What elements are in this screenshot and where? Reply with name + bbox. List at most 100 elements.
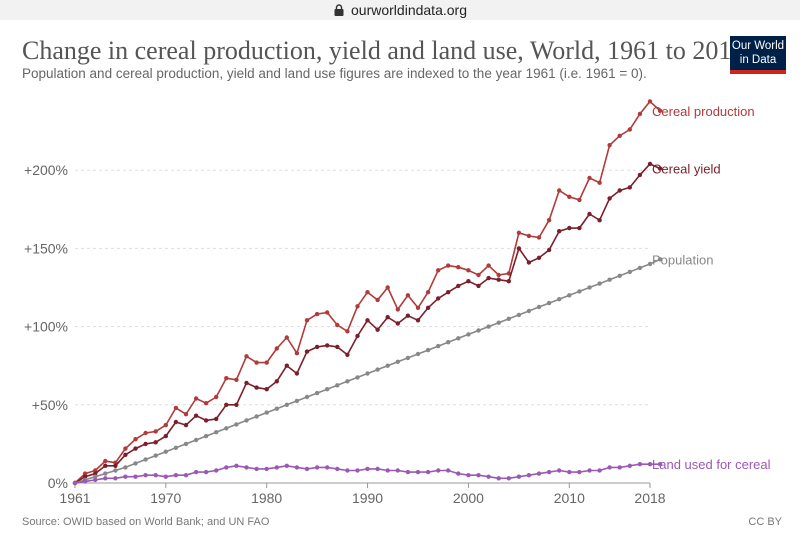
data-point-land-used-for-cereal[interactable]	[103, 476, 108, 481]
data-point-cereal-yield[interactable]	[577, 225, 582, 231]
data-point-cereal-production[interactable]	[546, 218, 552, 223]
data-point-land-used-for-cereal[interactable]	[355, 468, 360, 473]
data-point-population[interactable]	[587, 285, 592, 290]
data-point-cereal-yield[interactable]	[103, 463, 108, 468]
series-label-cereal-production[interactable]: Cereal production	[652, 104, 755, 119]
data-point-cereal-yield[interactable]	[456, 283, 461, 289]
data-point-population[interactable]	[365, 371, 370, 376]
data-point-land-used-for-cereal[interactable]	[335, 466, 340, 472]
data-point-cereal-production[interactable]	[284, 335, 289, 340]
data-point-land-used-for-cereal[interactable]	[657, 462, 663, 467]
data-point-land-used-for-cereal[interactable]	[607, 465, 612, 470]
data-point-population[interactable]	[355, 375, 360, 380]
data-point-population[interactable]	[123, 465, 128, 470]
data-point-cereal-yield[interactable]	[294, 371, 300, 376]
data-point-cereal-production[interactable]	[637, 111, 643, 117]
data-point-population[interactable]	[113, 468, 118, 473]
data-point-population[interactable]	[143, 457, 148, 462]
series-line-cereal-yield[interactable]	[74, 163, 661, 484]
license-link[interactable]: CC BY	[748, 516, 782, 528]
data-point-land-used-for-cereal[interactable]	[466, 473, 471, 478]
data-point-cereal-yield[interactable]	[254, 385, 259, 390]
data-point-cereal-production[interactable]	[496, 272, 501, 278]
data-point-cereal-yield[interactable]	[587, 211, 592, 217]
browser-url-bar[interactable]: ourworldindata.org	[0, 0, 800, 20]
data-point-population[interactable]	[133, 461, 138, 466]
data-point-cereal-production[interactable]	[516, 230, 522, 235]
data-point-cereal-production[interactable]	[557, 188, 562, 193]
data-point-population[interactable]	[577, 289, 582, 294]
data-point-land-used-for-cereal[interactable]	[405, 469, 411, 475]
data-point-population[interactable]	[385, 363, 390, 368]
data-point-land-used-for-cereal[interactable]	[385, 468, 390, 473]
data-point-population[interactable]	[304, 394, 310, 400]
data-point-land-used-for-cereal[interactable]	[476, 473, 481, 478]
data-point-cereal-production[interactable]	[415, 305, 421, 310]
data-point-cereal-yield[interactable]	[567, 225, 572, 231]
data-point-cereal-yield[interactable]	[637, 172, 643, 178]
data-point-population[interactable]	[567, 293, 572, 298]
data-point-population[interactable]	[183, 441, 189, 447]
data-point-cereal-production[interactable]	[526, 233, 532, 239]
data-point-population[interactable]	[446, 340, 451, 345]
data-point-cereal-production[interactable]	[143, 430, 148, 436]
data-point-population[interactable]	[214, 430, 219, 435]
data-point-land-used-for-cereal[interactable]	[244, 465, 249, 470]
data-point-cereal-yield[interactable]	[173, 419, 179, 425]
data-point-population[interactable]	[516, 312, 522, 318]
owid-logo[interactable]: Our World in Data	[730, 36, 786, 74]
data-point-population[interactable]	[244, 418, 249, 423]
data-point-cereal-yield[interactable]	[506, 279, 511, 284]
data-point-cereal-production[interactable]	[82, 471, 88, 476]
data-point-land-used-for-cereal[interactable]	[203, 469, 209, 475]
data-point-population[interactable]	[607, 277, 612, 282]
data-point-land-used-for-cereal[interactable]	[234, 463, 239, 468]
data-point-cereal-yield[interactable]	[436, 296, 441, 301]
data-point-population[interactable]	[597, 281, 602, 286]
data-point-cereal-yield[interactable]	[123, 452, 128, 457]
data-point-population[interactable]	[637, 265, 643, 271]
data-point-land-used-for-cereal[interactable]	[496, 476, 501, 481]
data-point-cereal-production[interactable]	[567, 194, 572, 199]
data-point-land-used-for-cereal[interactable]	[304, 466, 310, 472]
data-point-cereal-production[interactable]	[244, 354, 249, 359]
data-point-cereal-production[interactable]	[577, 197, 582, 203]
data-point-cereal-yield[interactable]	[314, 344, 320, 350]
data-point-cereal-yield[interactable]	[113, 463, 118, 468]
data-point-land-used-for-cereal[interactable]	[163, 474, 168, 479]
data-point-cereal-production[interactable]	[627, 127, 632, 132]
data-point-cereal-production[interactable]	[133, 437, 138, 442]
data-point-cereal-production[interactable]	[153, 429, 158, 434]
data-point-cereal-production[interactable]	[234, 377, 239, 382]
data-point-cereal-yield[interactable]	[163, 433, 168, 439]
data-point-cereal-production[interactable]	[183, 412, 189, 417]
data-point-population[interactable]	[284, 402, 289, 407]
data-point-cereal-production[interactable]	[385, 285, 390, 290]
data-point-land-used-for-cereal[interactable]	[415, 469, 421, 475]
data-point-land-used-for-cereal[interactable]	[133, 474, 138, 479]
data-point-cereal-yield[interactable]	[536, 255, 542, 260]
data-point-cereal-yield[interactable]	[203, 418, 209, 423]
data-point-cereal-production[interactable]	[304, 318, 310, 323]
data-point-cereal-yield[interactable]	[617, 188, 622, 193]
data-point-land-used-for-cereal[interactable]	[345, 468, 350, 473]
series-label-population[interactable]: Population	[652, 252, 713, 267]
data-point-cereal-production[interactable]	[365, 290, 370, 295]
data-point-land-used-for-cereal[interactable]	[577, 469, 582, 475]
data-point-cereal-yield[interactable]	[647, 161, 653, 167]
data-point-land-used-for-cereal[interactable]	[526, 473, 532, 478]
data-point-cereal-production[interactable]	[355, 304, 360, 309]
data-point-land-used-for-cereal[interactable]	[143, 473, 148, 478]
data-point-population[interactable]	[506, 316, 511, 321]
data-point-population[interactable]	[325, 387, 330, 392]
data-point-land-used-for-cereal[interactable]	[214, 468, 219, 473]
data-point-cereal-yield[interactable]	[446, 290, 451, 295]
data-point-population[interactable]	[647, 261, 653, 267]
data-point-cereal-yield[interactable]	[516, 246, 522, 251]
data-point-cereal-production[interactable]	[193, 396, 199, 401]
data-point-cereal-yield[interactable]	[244, 380, 249, 386]
data-point-cereal-production[interactable]	[103, 458, 108, 464]
data-point-cereal-yield[interactable]	[526, 260, 532, 265]
data-point-cereal-production[interactable]	[486, 263, 491, 268]
data-point-cereal-production[interactable]	[425, 290, 431, 295]
